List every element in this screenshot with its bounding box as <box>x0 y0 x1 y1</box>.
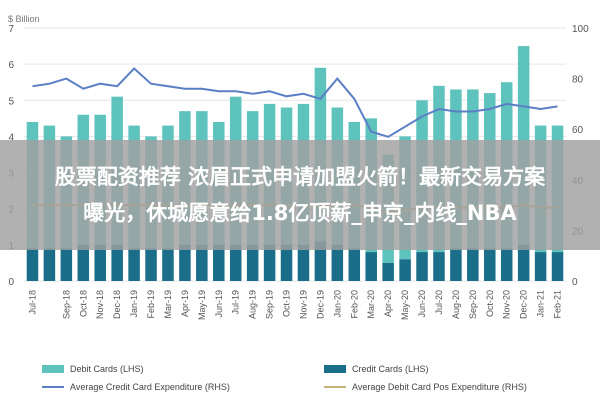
legend-swatch-credit <box>324 365 346 373</box>
x-tick-label: Mar-20 <box>366 290 376 319</box>
x-tick-label: Oct-18 <box>78 290 88 317</box>
legend: Debit Cards (LHS) Credit Cards (LHS) Ave… <box>0 356 600 400</box>
credit-card-bar <box>348 248 361 281</box>
credit-card-bar <box>365 252 377 281</box>
legend-label-debit: Debit Cards (LHS) <box>70 364 144 374</box>
credit-card-bar <box>128 248 140 281</box>
y-left-tick-label: 4 <box>8 132 14 143</box>
credit-card-bar <box>450 248 462 281</box>
credit-card-bar <box>484 248 496 281</box>
legend-item-debit-cards: Debit Cards (LHS) <box>42 364 144 374</box>
legend-label-credit: Credit Cards (LHS) <box>352 364 429 374</box>
x-tick-label: Mar-19 <box>163 290 173 319</box>
x-tick-label: Sep-20 <box>468 290 478 319</box>
credit-card-bar <box>94 244 106 281</box>
x-tick-label: Aug-19 <box>248 290 258 319</box>
legend-item-avg-credit-expenditure: Average Credit Card Expenditure (RHS) <box>42 382 230 392</box>
legend-item-credit-cards: Credit Cards (LHS) <box>324 364 429 374</box>
credit-card-bar <box>433 252 445 281</box>
x-tick-label: Dec-19 <box>315 290 325 319</box>
x-tick-label: Jan-20 <box>332 290 342 318</box>
credit-card-bar <box>517 244 530 281</box>
headline-overlay: 股票配资推荐 浓眉正式申请加盟火箭！最新交易方案 曝光，休城愿意给1.8亿顶薪_… <box>0 140 600 250</box>
legend-line-credit-expenditure <box>42 386 64 388</box>
credit-card-bar <box>331 244 344 281</box>
left-unit-label: $ Billion <box>8 14 40 24</box>
x-tick-label: Jan-21 <box>536 290 546 318</box>
x-tick-label: May-20 <box>400 290 410 320</box>
x-tick-label: Dec-18 <box>112 290 122 319</box>
legend-label-credit-expenditure: Average Credit Card Expenditure (RHS) <box>70 382 230 392</box>
x-tick-label: Nov-20 <box>502 290 512 319</box>
credit-card-bar <box>382 262 394 281</box>
credit-card-bar <box>77 244 90 281</box>
credit-card-bar <box>534 252 547 281</box>
x-tick-label: Jan-19 <box>129 290 139 318</box>
headline-line-2: 曝光，休城愿意给1.8亿顶薪_申京_内线_NBA <box>83 201 517 225</box>
avg-credit-expenditure-line <box>32 67 558 138</box>
y-left-tick-label: 7 <box>8 24 14 35</box>
credit-card-bar <box>60 248 73 281</box>
legend-item-avg-debit-pos-expenditure: Average Debit Card Pos Expenditure (RHS) <box>324 382 527 392</box>
x-tick-label: Aug-20 <box>451 290 461 319</box>
x-tick-label: Feb-21 <box>553 290 563 319</box>
x-tick-label: Apr-20 <box>383 290 393 317</box>
x-tick-label: Dec-20 <box>519 290 529 319</box>
x-tick-label: Jul-20 <box>434 290 444 315</box>
x-tick-label: Oct-20 <box>485 290 495 317</box>
x-tick-label: Jun-20 <box>417 290 427 318</box>
credit-card-bar <box>551 252 564 281</box>
x-tick-label: Jun-19 <box>214 290 224 318</box>
credit-card-bar <box>213 244 225 281</box>
y-right-tick-label: 100 <box>572 24 589 35</box>
x-tick-label: Feb-20 <box>349 290 359 319</box>
credit-card-bar <box>196 244 208 281</box>
credit-card-bar <box>416 252 428 281</box>
credit-card-bar <box>280 244 293 281</box>
credit-card-bar <box>145 248 157 281</box>
y-right-tick-label: 80 <box>572 75 584 86</box>
credit-card-bar <box>26 248 39 281</box>
credit-card-bar <box>179 244 191 281</box>
credit-card-bar <box>500 248 513 281</box>
y-right-tick-label: 60 <box>572 125 584 136</box>
credit-card-bar <box>162 248 174 281</box>
credit-card-bar <box>297 244 310 281</box>
y-right-tick-label: 0 <box>572 277 578 288</box>
y-left-tick-label: 5 <box>8 96 14 107</box>
x-tick-label: Apr-19 <box>180 290 190 317</box>
credit-card-bar <box>43 248 56 281</box>
headline-line-1: 股票配资推荐 浓眉正式申请加盟火箭！最新交易方案 <box>54 165 546 189</box>
y-left-tick-label: 6 <box>8 60 14 71</box>
x-tick-label: Sep-18 <box>61 290 71 319</box>
legend-line-debit-pos-expenditure <box>324 386 346 388</box>
credit-card-bars <box>26 241 564 281</box>
x-tick-label: Feb-19 <box>146 290 156 319</box>
x-tick-label: Sep-19 <box>265 290 275 319</box>
y-left-tick-label: 0 <box>8 277 14 288</box>
x-axis-ticks: Jul-18 Sep-18 Oct-18 Nov-18 Dec-18 Jan-19 Feb-… <box>27 290 562 320</box>
credit-card-bar <box>263 244 276 281</box>
credit-card-bar <box>246 244 259 281</box>
x-tick-label: Nov-18 <box>95 290 105 319</box>
credit-card-bar <box>229 244 242 281</box>
legend-label-debit-pos-expenditure: Average Debit Card Pos Expenditure (RHS) <box>352 382 527 392</box>
credit-card-bar <box>111 244 123 281</box>
credit-card-bar <box>314 241 327 281</box>
x-tick-label: Jul-18 <box>27 290 37 315</box>
credit-card-bar <box>399 259 411 281</box>
credit-card-bar <box>467 248 479 281</box>
x-tick-label: May-19 <box>197 290 207 320</box>
x-tick-label: Jul-19 <box>231 290 241 315</box>
x-tick-label: Oct-19 <box>282 290 292 317</box>
legend-swatch-debit <box>42 365 64 373</box>
x-tick-label: Nov-19 <box>298 290 308 319</box>
